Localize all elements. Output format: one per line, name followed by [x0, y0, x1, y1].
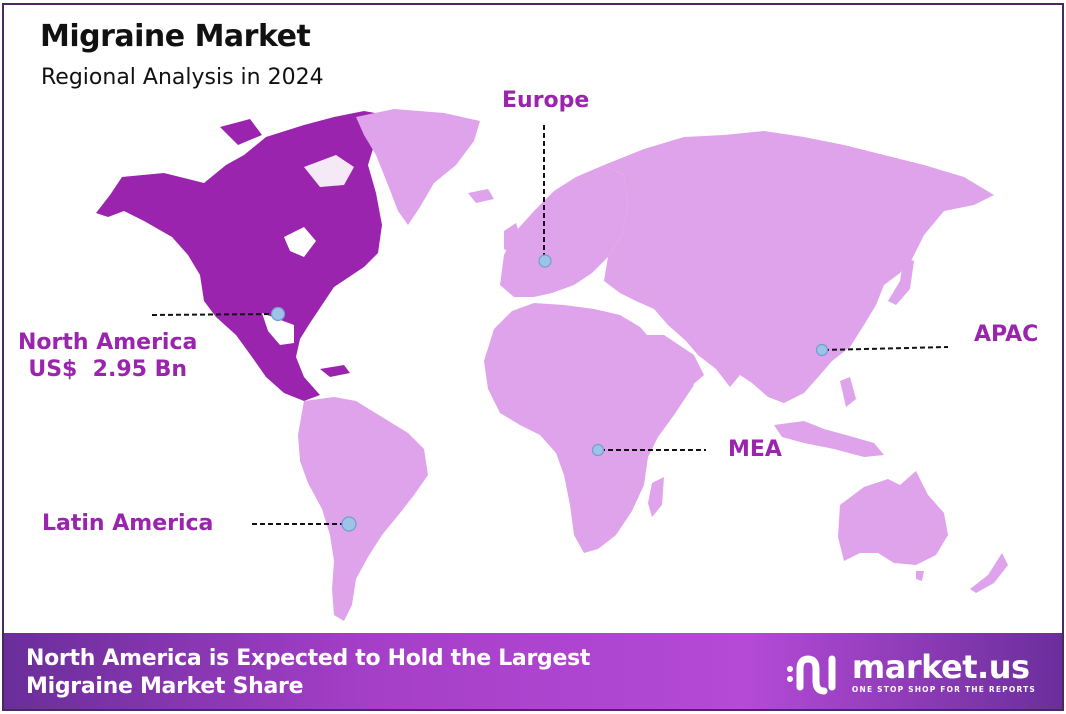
arabian-peninsula [624, 335, 704, 389]
region-mea[interactable] [484, 303, 694, 553]
label-apac: APAC [974, 322, 1039, 347]
world-map [96, 109, 1008, 621]
leader-lines [151, 125, 949, 525]
iceland [468, 189, 494, 203]
region-latin-america[interactable] [298, 397, 428, 621]
page-subtitle: Regional Analysis in 2024 [41, 65, 324, 90]
madagascar [648, 477, 664, 517]
region-apac[interactable] [604, 131, 994, 403]
label-north-america-name: North America [18, 330, 198, 355]
uk-ireland [504, 223, 522, 255]
new-zealand [970, 553, 1008, 593]
marketus-logo[interactable]: market.us ONE STOP SHOP FOR THE REPORTS [786, 647, 1036, 697]
label-north-america-value: US$ 2.95 Bn [28, 357, 188, 382]
marker-apac[interactable] [815, 343, 829, 357]
footer-banner: North America is Expected to Hold the La… [4, 633, 1062, 709]
page-title: Migraine Market [40, 19, 311, 54]
philippines [840, 377, 856, 407]
footer-line-2: Migraine Market Share [26, 674, 304, 699]
marketus-logo-icon [786, 655, 836, 695]
logo-tagline: ONE STOP SHOP FOR THE REPORTS [851, 684, 1036, 694]
label-mea: MEA [728, 437, 782, 462]
logo-name: market.us [851, 647, 1030, 686]
japan [888, 257, 914, 305]
southeast-asia-islands [774, 421, 884, 457]
footer-line-1: North America is Expected to Hold the La… [26, 646, 591, 671]
tasmania [916, 571, 924, 581]
label-north-america: North America US$ 2.95 Bn [18, 329, 197, 383]
label-latin-america: Latin America [42, 511, 214, 536]
footer-headline: North America is Expected to Hold the La… [26, 645, 590, 701]
marker-north-america[interactable] [270, 306, 286, 322]
label-europe: Europe [502, 88, 590, 113]
infographic-frame: Migraine Market Regional Analysis in 202… [2, 3, 1064, 711]
marker-europe[interactable] [538, 254, 552, 268]
marker-mea[interactable] [591, 443, 605, 457]
marker-latin-america[interactable] [341, 516, 357, 532]
greenland [356, 109, 480, 225]
australia [838, 471, 948, 565]
region-europe[interactable] [500, 165, 628, 297]
